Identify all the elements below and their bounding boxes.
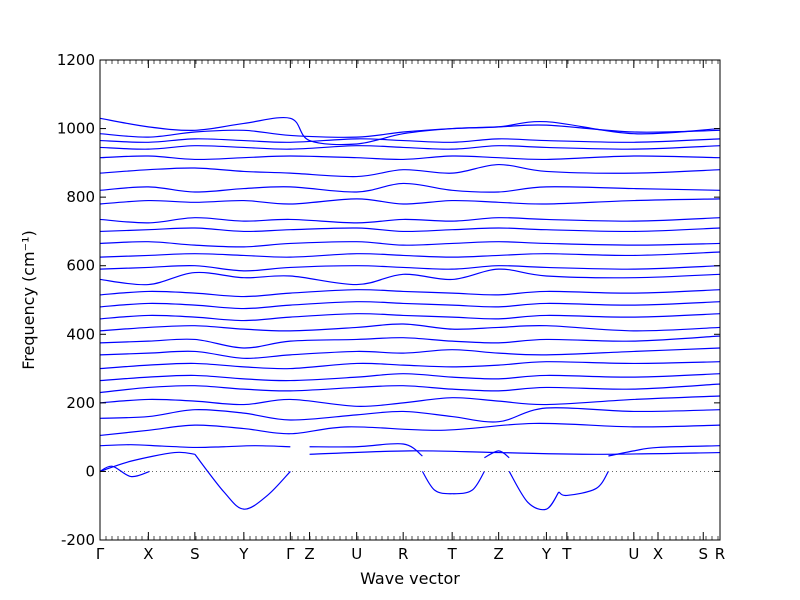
x-tick-label: Y [541,545,552,563]
band-line-24 [99,268,721,286]
y-axis-ticks: -200 0 200 400 600 800 1000 1200 [57,51,720,549]
band-line-6 [421,471,485,495]
x-tick-label: U [351,545,362,563]
y-tick-label: 800 [66,188,95,206]
y-tick-label: 200 [66,394,95,412]
x-tick-label: Y [238,545,249,563]
y-tick-label: 1000 [57,120,95,138]
y-tick-label: -200 [61,531,95,549]
band-line-3 [194,453,291,510]
band-line-26 [99,251,721,258]
band-line-21 [99,313,721,322]
y-tick-label: 400 [66,325,95,343]
x-tick-label: S [190,545,200,563]
x-tick-label: Z [494,545,504,563]
x-tick-label: R [398,545,408,563]
band-line-13 [99,407,721,423]
band-line-16 [99,373,721,382]
band-line-31 [99,182,721,193]
band-line-37 [99,117,721,146]
x-tick-label: T [561,545,572,563]
x-tick-label: S [698,545,708,563]
band-line-22 [99,301,721,310]
x-tick-label: T [447,545,458,563]
y-tick-label: 1200 [57,51,95,69]
band-line-33 [99,155,721,161]
band-line-18 [99,347,721,359]
band-line-1 [99,465,150,478]
band-lines [99,117,721,511]
band-line-4 [99,444,291,449]
band-line-25 [99,264,721,272]
band-line-36 [99,124,721,138]
band-line-23 [99,289,721,298]
band-line-30 [99,198,721,205]
x-tick-label: U [628,545,639,563]
x-tick-label: X [653,545,663,563]
x-tick-label: R [715,545,725,563]
band-line-19 [99,335,721,349]
band-line-14 [99,395,721,407]
y-tick-label: 0 [85,462,95,480]
band-line-28 [99,227,721,233]
x-axis-title: Wave vector [360,569,460,588]
band-line-9 [558,471,609,497]
x-tick-label: Γ [96,545,105,563]
band-line-11 [309,450,721,455]
band-line-32 [99,163,721,178]
x-tick-label: Z [304,545,314,563]
band-line-27 [99,241,721,248]
band-line-15 [99,383,721,394]
minor-ticks [99,60,719,540]
band-line-35 [99,138,721,143]
plot-frame [99,59,721,541]
y-axis-title: Frequency (cm⁻¹) [19,230,38,369]
band-line-29 [99,217,721,224]
band-line-17 [99,361,721,370]
band-line-12 [99,422,721,437]
band-line-2 [99,451,195,472]
band-line-8 [508,471,560,511]
x-tick-label: X [143,545,153,563]
band-line-20 [99,323,721,332]
y-tick-label: 600 [66,257,95,275]
x-tick-label: Γ [286,545,295,563]
band-line-5 [309,443,423,457]
band-line-7 [484,450,510,459]
band-line-34 [99,145,721,150]
